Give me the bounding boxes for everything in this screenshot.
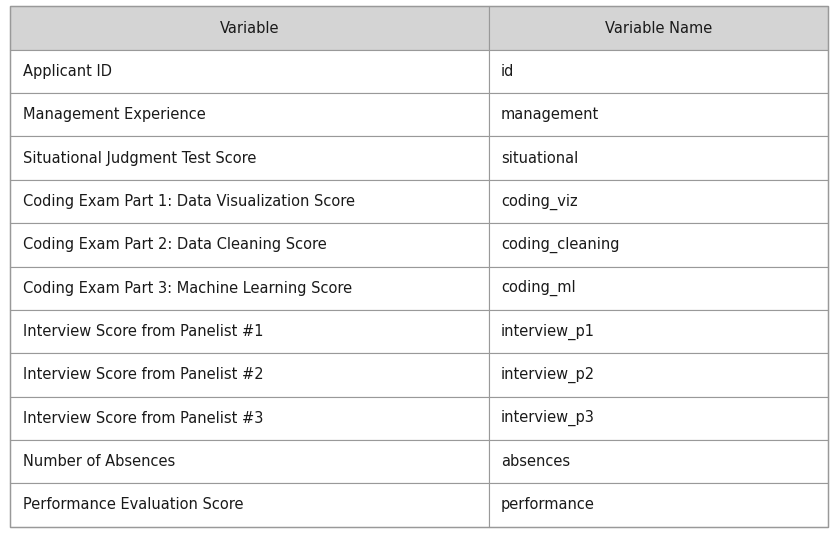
Text: Interview Score from Panelist #2: Interview Score from Panelist #2 [23,367,263,382]
Bar [489,353,828,397]
Bar [10,397,489,440]
Text: Performance Evaluation Score: Performance Evaluation Score [23,497,243,512]
Text: Coding Exam Part 3: Machine Learning Score: Coding Exam Part 3: Machine Learning Sco… [23,281,352,296]
Text: management: management [501,107,599,122]
Text: Management Experience: Management Experience [23,107,205,122]
Text: id: id [501,64,515,79]
Bar [10,353,489,397]
Text: interview_p3: interview_p3 [501,410,595,426]
Bar [489,440,828,483]
Bar [10,180,489,223]
Bar [10,136,489,180]
Bar [10,483,489,527]
Text: Situational Judgment Test Score: Situational Judgment Test Score [23,151,256,166]
Bar [489,266,828,310]
Text: coding_ml: coding_ml [501,280,576,296]
Bar [489,93,828,136]
Text: Variable Name: Variable Name [604,21,711,36]
Text: Variable: Variable [220,21,279,36]
Bar [489,483,828,527]
Bar [489,397,828,440]
Bar [10,310,489,353]
Text: absences: absences [501,454,570,469]
Text: interview_p2: interview_p2 [501,367,595,383]
Text: coding_viz: coding_viz [501,193,577,209]
Bar [489,223,828,266]
Bar [10,6,489,50]
Text: performance: performance [501,497,595,512]
Bar [489,136,828,180]
Text: Interview Score from Panelist #1: Interview Score from Panelist #1 [23,324,263,339]
Text: Applicant ID: Applicant ID [23,64,111,79]
Bar [489,6,828,50]
Bar [489,50,828,93]
Bar [10,93,489,136]
Bar [10,223,489,266]
Text: Interview Score from Panelist #3: Interview Score from Panelist #3 [23,411,263,426]
Text: situational: situational [501,151,578,166]
Bar [489,180,828,223]
Bar [10,440,489,483]
Bar [489,310,828,353]
Bar [10,266,489,310]
Text: Number of Absences: Number of Absences [23,454,175,469]
Text: interview_p1: interview_p1 [501,324,595,340]
Text: Coding Exam Part 2: Data Cleaning Score: Coding Exam Part 2: Data Cleaning Score [23,237,326,252]
Text: Coding Exam Part 1: Data Visualization Score: Coding Exam Part 1: Data Visualization S… [23,194,354,209]
Text: coding_cleaning: coding_cleaning [501,237,619,253]
Bar [10,50,489,93]
